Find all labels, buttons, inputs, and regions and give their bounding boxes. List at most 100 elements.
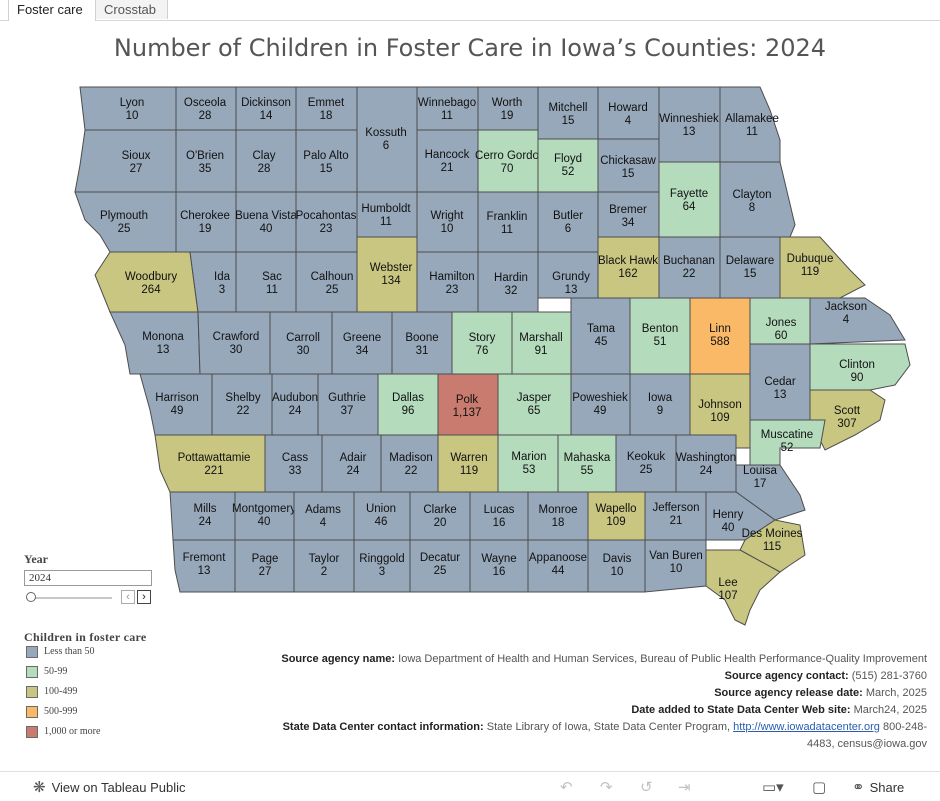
- county-shape[interactable]: [416, 129, 479, 193]
- county-shape[interactable]: [705, 549, 781, 626]
- year-slider-track[interactable]: [32, 597, 112, 599]
- county-shape[interactable]: [779, 236, 866, 299]
- year-filter-input[interactable]: 2024: [24, 570, 152, 586]
- undo-button[interactable]: ↶: [560, 778, 573, 796]
- pause-updates-button[interactable]: ⇥: [678, 778, 691, 796]
- county-shape[interactable]: [235, 191, 297, 253]
- county-shape[interactable]: [809, 297, 906, 345]
- county-shape[interactable]: [175, 191, 237, 253]
- county-shape[interactable]: [719, 161, 796, 238]
- tab-crosstab[interactable]: Crosstab: [95, 0, 168, 19]
- county-shape[interactable]: [293, 491, 355, 541]
- sdc-website-link[interactable]: http://www.iowadatacenter.org: [733, 721, 880, 733]
- download-button[interactable]: ▭▾: [762, 778, 784, 796]
- county-shape[interactable]: [527, 491, 589, 541]
- county-shape[interactable]: [416, 191, 479, 253]
- county-shape[interactable]: [295, 191, 358, 253]
- fullscreen-button[interactable]: ▢: [812, 778, 826, 796]
- county-shape[interactable]: [172, 539, 236, 593]
- county-shape[interactable]: [197, 311, 271, 375]
- view-on-tableau-button[interactable]: ❋ View on Tableau Public: [33, 778, 186, 796]
- county-shape[interactable]: [537, 191, 599, 253]
- county-shape[interactable]: [409, 491, 471, 541]
- county-shape[interactable]: [469, 491, 529, 541]
- year-next-button[interactable]: ›: [137, 590, 151, 604]
- revert-button[interactable]: ↺: [640, 778, 653, 796]
- county-shape[interactable]: [109, 311, 201, 375]
